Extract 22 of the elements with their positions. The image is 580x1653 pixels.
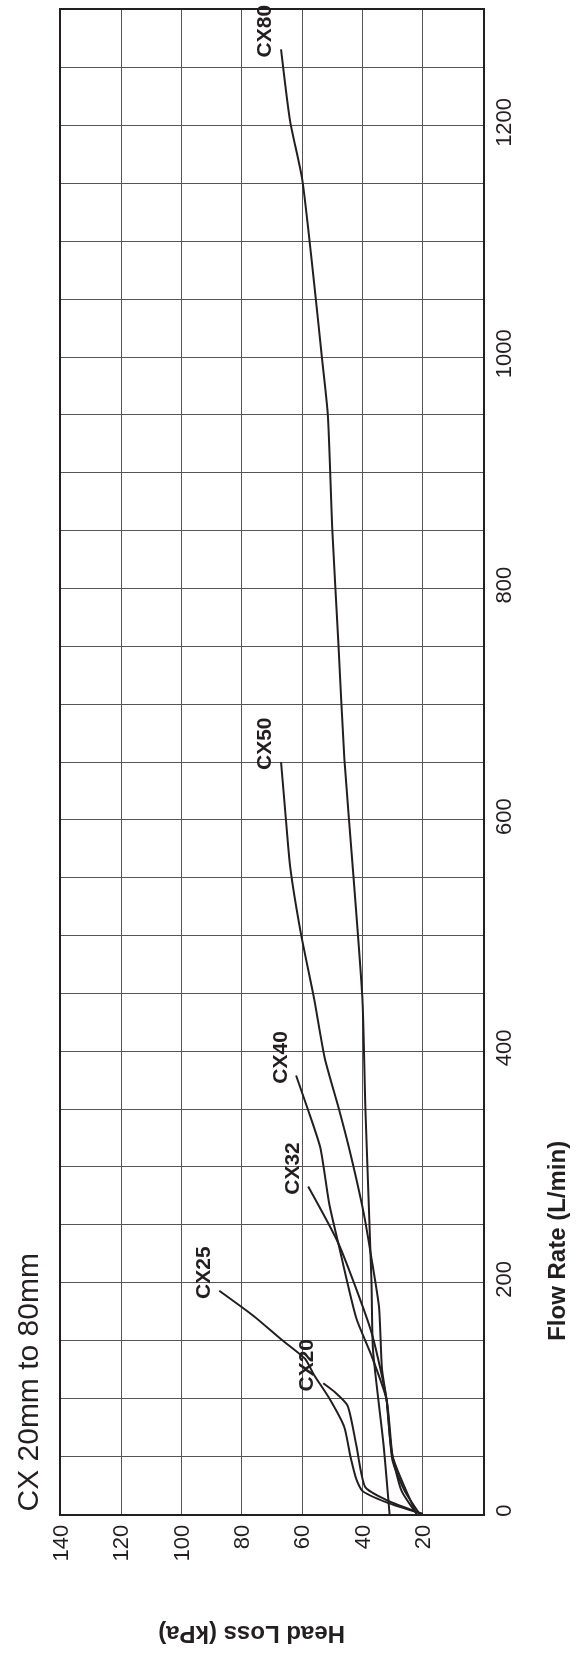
text: CX20 xyxy=(293,1338,317,1392)
y-tick-label: 600 xyxy=(491,798,517,835)
y-tick-label: 400 xyxy=(491,1029,517,1067)
text: CX 20mm to 80mm xyxy=(10,1253,44,1512)
y-axis-title: Flow Rate (L/min) xyxy=(543,1140,571,1341)
x-tick-label: 140 xyxy=(48,1524,74,1562)
x-tick-label: 120 xyxy=(108,1524,134,1562)
y-tick-label: 800 xyxy=(491,566,517,604)
text: CX40 xyxy=(267,1031,291,1084)
text: CX25 xyxy=(190,1246,214,1299)
x-tick-label: 60 xyxy=(289,1524,315,1550)
text: CX32 xyxy=(279,1142,303,1195)
text: CX50 xyxy=(252,717,276,771)
y-tick-label: 0 xyxy=(491,1504,517,1517)
y-tick-label: 1000 xyxy=(491,329,517,379)
x-tick-label: 40 xyxy=(349,1524,375,1550)
y-tick-label: 1200 xyxy=(491,97,517,147)
x-tick-label: 80 xyxy=(229,1524,255,1550)
y-tick-label: 200 xyxy=(491,1260,517,1298)
x-tick-label: 20 xyxy=(409,1524,435,1550)
x-axis-title: Head Loss (kPa) xyxy=(158,1620,345,1648)
x-tick-label: 100 xyxy=(168,1524,194,1562)
